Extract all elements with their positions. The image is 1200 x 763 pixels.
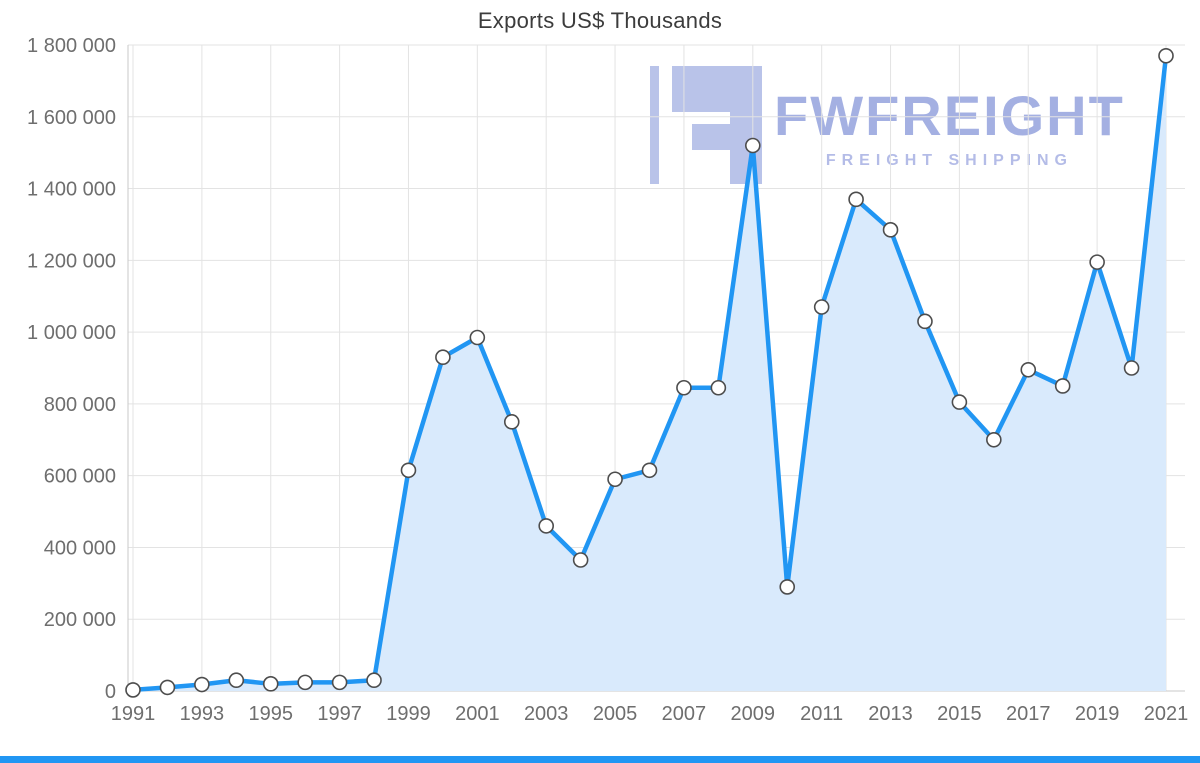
x-axis-tick-label: 2013 [868,703,913,725]
watermark-text: FWFREIGHT FREIGHT SHIPPING [774,88,1125,170]
data-point-marker[interactable] [538,518,555,534]
data-point-marker[interactable] [848,191,864,208]
y-axis-tick-label: 1 800 000 [27,35,116,57]
data-point-marker[interactable] [676,379,692,396]
data-point-marker[interactable] [951,394,968,410]
data-point-marker[interactable] [1158,47,1174,64]
y-axis-tick-label: 800 000 [44,394,116,416]
data-point-marker[interactable] [572,552,589,568]
watermark-brand: FWFREIGHT [774,84,1125,147]
data-point-marker[interactable] [641,462,658,479]
data-point-marker[interactable] [503,414,520,430]
watermark-tagline: FREIGHT SHIPPING [825,152,1073,169]
x-axis-tick-label: 1991 [111,703,156,725]
data-point-marker[interactable] [297,674,313,691]
data-point-marker[interactable] [400,462,417,479]
x-axis-tick-label: 1995 [248,703,293,725]
data-point-marker[interactable] [366,672,382,689]
data-point-marker[interactable] [228,672,245,689]
data-point-marker[interactable] [262,676,279,692]
data-point-marker[interactable] [710,379,727,396]
data-point-marker[interactable] [435,349,451,366]
chart-title: Exports US$ Thousands [477,8,723,33]
y-axis-tick-label: 1 600 000 [27,107,116,129]
series-area-fill [133,55,1166,692]
data-point-marker[interactable] [779,579,796,595]
data-point-marker[interactable] [1054,378,1071,394]
data-point-marker[interactable] [607,471,623,488]
x-axis-tick-label: 2003 [524,703,569,725]
x-axis-tick-label: 2001 [455,703,500,725]
data-point-marker[interactable] [159,679,176,696]
y-axis-tick-label: 1 400 000 [27,179,116,201]
x-axis-tick-label: 2005 [593,703,638,725]
data-point-marker[interactable] [469,329,486,346]
y-axis-tick-label: 1 000 000 [27,322,116,344]
data-point-marker[interactable] [125,682,141,698]
x-axis-tick-label: 2009 [731,703,776,725]
data-point-marker[interactable] [1020,361,1037,378]
x-axis-tick-label: 2017 [1006,703,1051,725]
x-axis-tick-label: 2021 [1144,703,1189,725]
x-axis-tick-label: 2011 [800,703,843,725]
data-point-marker[interactable] [744,137,761,154]
x-axis-tick-label: 2019 [1075,703,1120,725]
y-axis-tick-label: 600 000 [44,466,116,488]
data-point-marker[interactable] [882,222,899,238]
x-axis-tick-label: 1999 [386,703,431,725]
data-point-marker[interactable] [1123,360,1140,376]
bottom-bar [0,756,1200,763]
x-axis-tick-label: 2015 [937,703,982,725]
fwfreight-logo-icon [650,66,762,184]
x-axis-tick-label: 1993 [180,703,225,725]
data-point-marker[interactable] [1089,254,1105,270]
data-point-marker[interactable] [986,431,1002,448]
y-axis-tick-label: 200 000 [44,609,116,631]
data-point-marker[interactable] [194,676,210,693]
logo-glyph [650,66,762,184]
y-axis-tick-label: 400 000 [44,537,116,559]
data-point-marker[interactable] [917,313,933,330]
y-axis-tick-label: 1 200 000 [27,250,116,272]
y-axis-tick-label: 0 [105,681,116,703]
data-point-marker[interactable] [331,674,348,691]
watermark: FWFREIGHT FREIGHT SHIPPING [650,66,1125,184]
x-axis-tick-label: 2007 [662,703,707,725]
x-axis-tick-label: 1997 [317,703,362,725]
data-point-marker[interactable] [813,299,830,315]
